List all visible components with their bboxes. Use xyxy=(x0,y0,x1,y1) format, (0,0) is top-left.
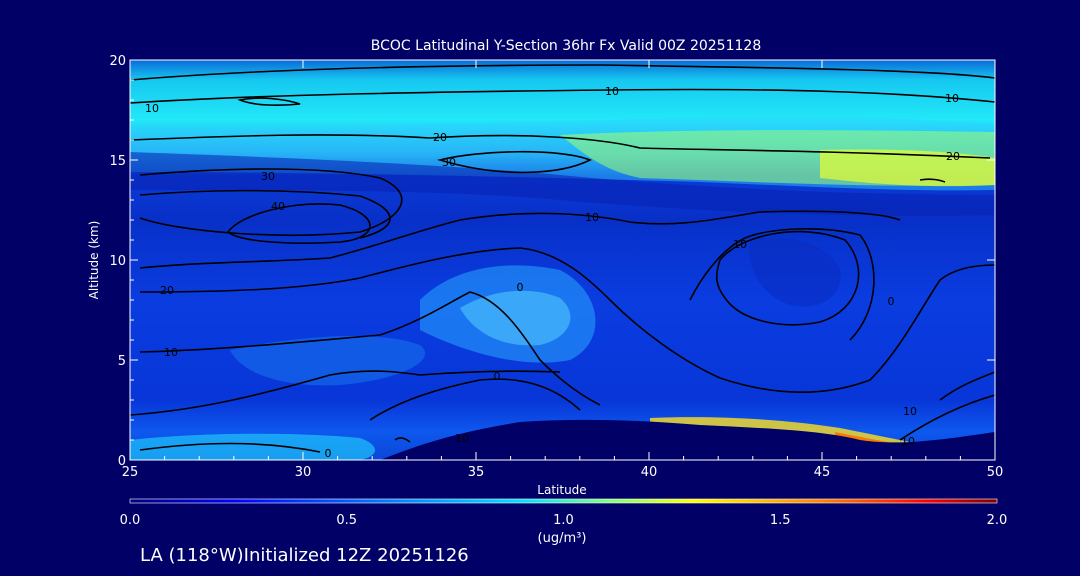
colorbar-tick-label: 1.0 xyxy=(553,513,574,528)
y-tick-label: 10 xyxy=(109,254,126,269)
colorbar-tick-label: 1.5 xyxy=(770,513,791,528)
contour-label: 30 xyxy=(442,156,456,169)
x-tick-label: 50 xyxy=(987,465,1004,480)
y-tick-label: 20 xyxy=(109,54,126,69)
y-axis-ticks: 0 5 10 15 20 xyxy=(109,54,995,469)
contour-label: 0 xyxy=(888,295,895,308)
contour-label: 10 xyxy=(145,102,159,115)
x-tick-label: 35 xyxy=(468,465,485,480)
colorbar xyxy=(129,498,998,504)
contour-label: 20 xyxy=(160,284,174,297)
contour-label: 10 xyxy=(164,346,178,359)
x-axis-ticks: 25 30 35 40 45 50 xyxy=(122,60,1004,480)
contour-label: 10 xyxy=(733,238,747,251)
x-tick-label: 45 xyxy=(814,465,831,480)
chart-title: BCOC Latitudinal Y-Section 36hr Fx Valid… xyxy=(371,38,761,54)
contour-label: 10 xyxy=(945,92,959,105)
contour-labels: 10 10 10 20 20 30 30 40 20 10 0 0 10 10 0 10 0 10 10 xyxy=(145,85,960,460)
colorbar-tick-label: 0.5 xyxy=(336,513,357,528)
colorbar-tick-label: 2.0 xyxy=(987,513,1008,528)
colorbar-tick-label: 0.0 xyxy=(120,513,141,528)
contour-label: 10 xyxy=(455,432,469,445)
contour-label: 10 xyxy=(903,405,917,418)
init-footer: LA (118°W)Initialized 12Z 20251126 xyxy=(140,545,469,566)
contour-label: 0 xyxy=(325,447,332,460)
contour-label: 10 xyxy=(605,85,619,98)
contour-label: 20 xyxy=(433,131,447,144)
colorbar-unit: (ug/m³) xyxy=(538,531,587,546)
colorbar-ticks: 0.0 0.5 1.0 1.5 2.0 xyxy=(120,513,1008,528)
contour-label: 20 xyxy=(946,150,960,163)
contour-label: 0 xyxy=(494,370,501,383)
x-axis-label: Latitude xyxy=(537,483,586,497)
y-tick-label: 5 xyxy=(118,354,126,369)
x-tick-label: 30 xyxy=(295,465,312,480)
contour-label: 10 xyxy=(585,211,599,224)
contour-label: 0 xyxy=(517,281,524,294)
contour-label: 40 xyxy=(271,200,285,213)
y-tick-label: 0 xyxy=(118,454,126,469)
contour-label: 30 xyxy=(261,170,275,183)
heatmap-field xyxy=(130,60,995,460)
contour-lines xyxy=(130,64,995,453)
y-tick-label: 15 xyxy=(109,154,126,169)
contour-label: 10 xyxy=(901,435,915,448)
x-tick-label: 25 xyxy=(122,465,139,480)
y-axis-label: Altitude (km) xyxy=(87,221,101,300)
x-tick-label: 40 xyxy=(641,465,658,480)
